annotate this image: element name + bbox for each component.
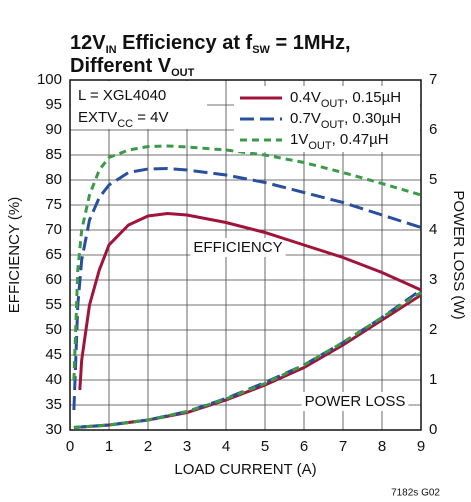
y2-tick-label: 5 <box>429 171 437 188</box>
series-line <box>72 166 422 411</box>
legend-label-part: , 0.15µH <box>344 89 401 106</box>
x-tick-label: 9 <box>417 438 425 455</box>
annotation-bg <box>301 391 409 411</box>
legend-label-sub: OUT <box>321 98 345 110</box>
note-part: L = XGL4040 <box>78 87 166 104</box>
y2-tick-label: 6 <box>429 121 437 138</box>
x-tick-label: 6 <box>300 438 308 455</box>
y-tick-label: 75 <box>45 196 62 213</box>
y-tick-label: 65 <box>45 246 62 263</box>
series-line <box>72 144 422 381</box>
legend-label-part: 0.7V <box>290 110 321 127</box>
plot-frame <box>69 79 422 431</box>
chart-title-part: Different V <box>70 55 172 77</box>
note-part: = 4V <box>133 109 168 126</box>
legend-label-part: 0.4V <box>290 89 321 106</box>
chart-title: 12VIN Efficiency at fSW = 1MHz, <box>70 32 351 56</box>
x-tick-label: 8 <box>378 438 386 455</box>
y2-tick-label: 3 <box>429 271 437 288</box>
x-tick-label: 7 <box>339 438 347 455</box>
notes-bg <box>71 81 207 129</box>
y-tick-label: 90 <box>45 121 62 138</box>
note: L = XGL4040 <box>78 87 166 104</box>
x-tick-label: 4 <box>222 438 230 455</box>
y2-tick-label: 2 <box>429 321 437 338</box>
series-line <box>78 211 422 391</box>
chart-title: Different VOUT <box>70 55 195 79</box>
x-tick-label: 3 <box>183 438 191 455</box>
y-tick-label: 85 <box>45 146 62 163</box>
legend-label-sub: OUT <box>308 140 332 152</box>
y-axis-label: EFFICIENCY (%) <box>6 197 23 313</box>
y-tick-label: 45 <box>45 346 62 363</box>
chart-title-part: = 1MHz, <box>270 32 351 54</box>
chart-title-sub: OUT <box>171 67 195 79</box>
y-tick-label: 100 <box>37 71 62 88</box>
x-tick-label: 5 <box>261 438 269 455</box>
note-sub: CC <box>117 118 133 130</box>
legend-label-sub: OUT <box>321 119 345 131</box>
y2-tick-label: 1 <box>429 371 437 388</box>
legend-label: 1VOUT, 0.47µH <box>290 131 389 152</box>
y2-tick-label: 7 <box>429 71 437 88</box>
chart-title-sub: SW <box>252 44 270 56</box>
y-tick-label: 70 <box>45 221 62 238</box>
y-tick-label: 95 <box>45 96 62 113</box>
x-tick-label: 1 <box>105 438 113 455</box>
y-tick-label: 40 <box>45 371 62 388</box>
x-axis-label: LOAD CURRENT (A) <box>174 461 316 478</box>
series-line <box>73 291 422 429</box>
footer: 7182s G02 <box>391 488 440 499</box>
legend-label: 0.7VOUT, 0.30µH <box>290 110 401 131</box>
y-tick-label: 80 <box>45 171 62 188</box>
legend-label-part: , 0.30µH <box>344 110 401 127</box>
legend-label: 0.4VOUT, 0.15µH <box>290 89 401 110</box>
y2-axis-label: POWER LOSS (W) <box>450 190 467 319</box>
y-tick-label: 60 <box>45 271 62 288</box>
x-tick-label: 2 <box>144 438 152 455</box>
chart-title-part: Efficiency at f <box>117 32 253 54</box>
note: EXTVCC = 4V <box>78 109 169 130</box>
legend-label-part: , 0.47µH <box>332 131 389 148</box>
chart-title-sub: IN <box>106 44 117 56</box>
annotation: EFFICIENCY <box>193 239 282 256</box>
y2-tick-label: 4 <box>429 221 437 238</box>
y-tick-label: 35 <box>45 396 62 413</box>
chart-title-part: 12V <box>70 32 106 54</box>
annotation: POWER LOSS <box>305 393 406 410</box>
x-tick-label: 0 <box>66 438 74 455</box>
annotation-bg <box>190 237 286 257</box>
note-part: EXTV <box>78 109 117 126</box>
legend-label-part: 1V <box>290 131 308 148</box>
series-line <box>73 288 422 429</box>
y-tick-label: 30 <box>45 421 62 438</box>
y-tick-label: 55 <box>45 296 62 313</box>
y2-tick-label: 0 <box>429 421 437 438</box>
y-tick-label: 50 <box>45 321 62 338</box>
